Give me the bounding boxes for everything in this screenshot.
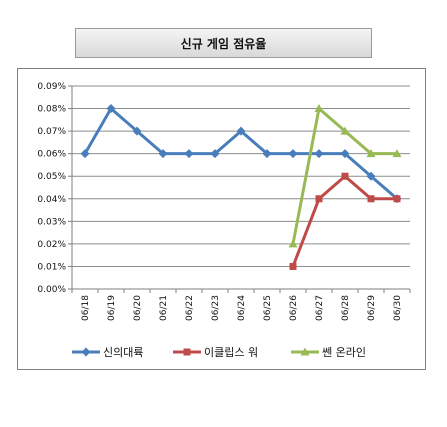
chart-frame [17, 68, 426, 370]
legend-item: 쎈 온라인 [291, 346, 366, 359]
legend-label: 쎈 온라인 [322, 346, 366, 359]
x-tick-label: 06/30 [393, 295, 403, 321]
data-point-triangle [314, 104, 324, 113]
data-point-square [341, 172, 349, 180]
x-tick-label: 06/26 [289, 295, 299, 321]
x-tick-label: 06/28 [341, 295, 351, 321]
data-point-triangle [340, 126, 350, 135]
data-point-diamond [210, 149, 220, 159]
series-diamond [80, 104, 402, 204]
series-square [289, 172, 401, 270]
x-tick-label: 06/29 [367, 295, 377, 321]
y-tick-label: 0.04% [37, 195, 66, 205]
data-point-triangle [392, 149, 402, 158]
data-point-diamond [236, 126, 246, 136]
x-tick-label: 06/18 [81, 295, 91, 321]
data-point-diamond [132, 126, 142, 136]
legend-item: 신의대륙 [72, 346, 143, 359]
y-tick-label: 0.06% [37, 150, 66, 160]
data-point-triangle [300, 347, 310, 356]
chart-title: 신규 게임 점유율 [75, 28, 372, 58]
y-tick-label: 0.08% [37, 105, 66, 115]
data-point-diamond [80, 149, 90, 159]
data-point-triangle [288, 239, 298, 248]
data-point-square [367, 195, 375, 203]
legend: 신의대륙 이클립스 워 쎈 온라인 [72, 346, 366, 359]
legend-label: 이클립스 워 [204, 346, 258, 359]
y-axis: 0.00% 0.01% 0.02% 0.03% 0.04% 0.05% 0.06% 0.07%… [37, 82, 73, 295]
data-point-diamond [184, 149, 194, 159]
data-point-diamond [158, 149, 168, 159]
x-tick-label: 06/25 [263, 295, 273, 321]
y-tick-label: 0.03% [37, 217, 66, 227]
data-point-diamond [262, 149, 272, 159]
legend-item: 이클립스 워 [173, 346, 258, 359]
x-tick-label: 06/24 [237, 295, 247, 321]
legend-label: 신의대륙 [103, 346, 143, 359]
data-point-square [393, 195, 401, 203]
x-tick-label: 06/20 [133, 295, 143, 321]
y-tick-label: 0.00% [37, 285, 66, 295]
data-point-diamond [288, 149, 298, 159]
gridlines [72, 85, 410, 290]
data-point-diamond [314, 149, 324, 159]
data-point-triangle [366, 149, 376, 158]
data-point-square [183, 348, 191, 356]
x-tick-label: 06/22 [185, 295, 195, 321]
data-point-diamond [81, 347, 91, 357]
data-point-square [289, 262, 297, 270]
x-axis: 06/18 06/19 06/20 06/21 06/22 06/23 06/24 06/25… [71, 289, 411, 321]
series-triangle [288, 104, 402, 248]
y-tick-label: 0.09% [37, 82, 66, 92]
data-point-diamond [106, 104, 116, 114]
x-tick-label: 06/23 [211, 295, 221, 321]
y-tick-label: 0.02% [37, 240, 66, 250]
data-point-diamond [366, 171, 376, 181]
series-group [80, 104, 402, 270]
x-tick-label: 06/21 [159, 295, 169, 321]
data-point-diamond [340, 149, 350, 159]
x-tick-label: 06/19 [107, 295, 117, 321]
y-tick-label: 0.05% [37, 172, 66, 182]
x-tick-label: 06/27 [315, 295, 325, 321]
y-tick-label: 0.07% [37, 127, 66, 137]
data-point-square [315, 195, 323, 203]
y-tick-label: 0.01% [37, 262, 66, 272]
